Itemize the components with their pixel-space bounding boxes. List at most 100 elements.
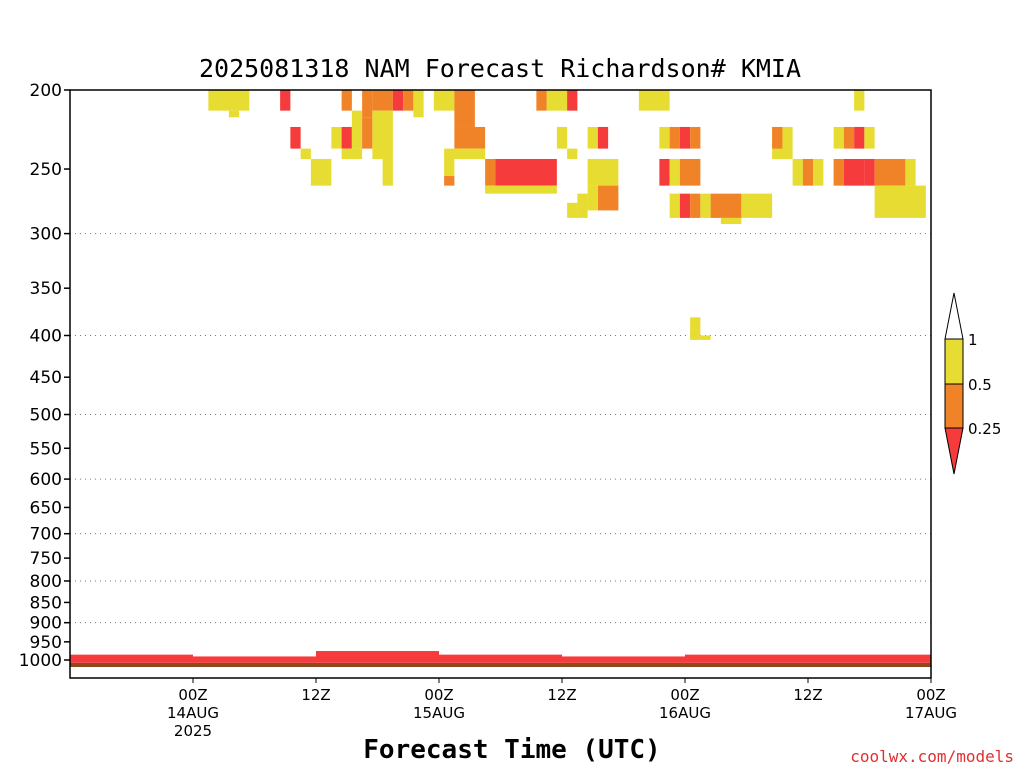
low-level-cell <box>808 654 931 663</box>
richardson-cell <box>392 90 404 111</box>
richardson-cell <box>710 193 742 218</box>
y-tick-label: 550 <box>30 439 62 459</box>
richardson-cell <box>690 317 701 340</box>
richardson-cell <box>444 148 486 159</box>
richardson-cell <box>362 117 373 149</box>
x-tick-label: 00Z <box>424 686 453 704</box>
colorbar-legend: 0.25 0.5 1 <box>944 292 1001 475</box>
richardson-cell <box>403 90 414 111</box>
richardson-cell <box>587 185 598 211</box>
richardson-cell <box>556 126 568 149</box>
ground-band <box>70 662 931 668</box>
richardson-cell <box>208 90 250 111</box>
richardson-cell <box>597 185 619 211</box>
y-tick-label: 200 <box>30 81 62 101</box>
x-tick-label: 00Z <box>670 686 699 704</box>
y-tick-label: 300 <box>30 225 62 245</box>
y-tick-label: 350 <box>30 279 62 299</box>
y-tick-label: 750 <box>30 549 62 569</box>
richardson-cell <box>864 126 875 149</box>
x-tick-label: 12Z <box>301 686 330 704</box>
low-level-cell <box>685 654 808 663</box>
richardson-cells <box>208 90 926 340</box>
richardson-cell <box>567 148 578 159</box>
richardson-cell <box>854 90 865 111</box>
richardson-cell <box>741 193 773 218</box>
x-tick-label: 00Z <box>916 686 945 704</box>
richardson-cell <box>495 158 557 186</box>
richardson-cell <box>669 193 680 218</box>
richardson-cell <box>485 185 557 194</box>
legend-top-triangle <box>944 292 964 340</box>
richardson-cell <box>433 90 455 111</box>
richardson-cell <box>659 126 670 149</box>
credit-label: coolwx.com/models <box>850 747 1014 766</box>
richardson-cell <box>372 110 393 159</box>
richardson-cell <box>536 90 547 111</box>
y-tick-label: 950 <box>30 633 62 653</box>
grid-lines <box>70 233 931 624</box>
y-tick-label: 900 <box>30 614 62 634</box>
richardson-cell <box>444 158 455 177</box>
richardson-cell <box>700 193 711 218</box>
richardson-cell <box>833 158 844 186</box>
richardson-cell <box>638 90 670 111</box>
richardson-cell <box>454 90 475 127</box>
y-tick-label: 650 <box>30 498 62 518</box>
richardson-cell <box>228 110 240 118</box>
x-tick-label: 17AUG <box>905 704 957 722</box>
richardson-cell <box>864 158 875 186</box>
richardson-cell <box>341 148 363 159</box>
low-level-cell <box>70 654 193 663</box>
low-level-cell <box>562 656 685 663</box>
richardson-cell <box>792 158 803 186</box>
plot-border <box>69 89 932 679</box>
richardson-cell <box>690 193 701 218</box>
richardson-cell <box>905 158 916 186</box>
y-tick-label: 500 <box>30 406 62 426</box>
richardson-cell <box>587 158 619 186</box>
chart-title: 2025081318 NAM Forecast Richardson# KMIA <box>199 54 801 83</box>
richardson-cell <box>772 126 783 149</box>
richardson-cell <box>300 148 311 159</box>
richardson-cell <box>454 126 486 149</box>
legend-swatch-05-1 <box>944 338 964 385</box>
y-tick-label: 400 <box>30 326 62 346</box>
richardson-cell <box>310 158 332 186</box>
richardson-cell <box>341 126 352 149</box>
x-axis-label: Forecast Time (UTC) <box>363 735 660 765</box>
richardson-cell <box>351 110 363 149</box>
richardson-cell <box>679 158 701 186</box>
richardson-cell <box>802 158 814 186</box>
x-tick-label: 16AUG <box>659 704 711 722</box>
low-level-cell <box>193 656 316 663</box>
legend-label: 0.25 <box>968 420 1001 438</box>
low-level-cell <box>316 651 439 663</box>
richardson-cell <box>700 335 711 340</box>
richardson-cell <box>382 158 393 186</box>
low-level-cell <box>439 654 562 663</box>
x-tick-label: 2025 <box>174 722 212 740</box>
richardson-cell <box>567 202 578 218</box>
richardson-cell <box>679 126 691 149</box>
richardson-cell <box>587 126 598 149</box>
y-tick-label: 450 <box>30 368 62 388</box>
y-tick-label: 1000 <box>19 651 62 671</box>
richardson-cell <box>567 90 578 111</box>
legend-bottom-triangle <box>944 427 964 475</box>
legend-label: 0.5 <box>968 376 992 394</box>
x-tick-label: 15AUG <box>413 704 465 722</box>
x-tick-label: 14AUG <box>167 704 219 722</box>
y-axis-ticks: 200 250 300 350 400 450 500 550 600 650 700 750 8008… <box>19 81 70 671</box>
y-tick-label: 800 <box>30 572 62 592</box>
richardson-cell <box>444 176 455 186</box>
y-tick-label: 850 <box>30 593 62 613</box>
richardson-cell <box>874 158 906 186</box>
richardson-cell <box>669 158 680 186</box>
x-tick-label: 00Z <box>178 686 207 704</box>
richardson-cell <box>659 158 670 186</box>
low-level-band <box>70 651 931 668</box>
richardson-cell <box>372 90 393 111</box>
richardson-cell <box>577 193 588 218</box>
